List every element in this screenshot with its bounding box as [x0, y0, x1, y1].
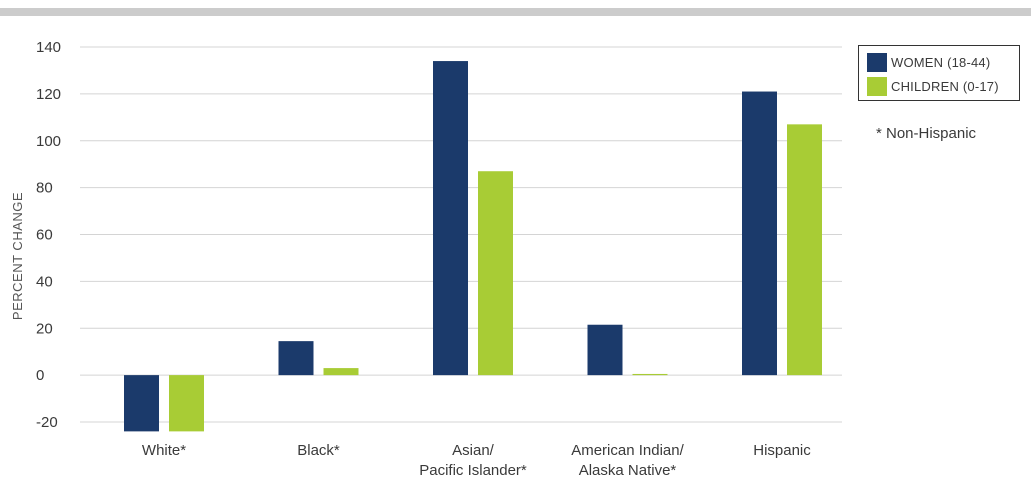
legend-item-women: WOMEN (18-44) — [867, 52, 990, 72]
category-label-line: Black* — [297, 442, 340, 459]
top-rule — [0, 8, 1031, 16]
legend-item-children: CHILDREN (0-17) — [867, 76, 999, 96]
category-label: Hispanic — [753, 442, 811, 459]
legend-swatch-children — [867, 76, 887, 96]
y-tick-label: 60 — [36, 227, 53, 244]
bar-women — [278, 341, 314, 376]
category-label-line: Pacific Islander* — [419, 462, 527, 479]
y-tick-label: 80 — [36, 180, 53, 197]
category-label-line: American Indian/ — [571, 442, 684, 459]
y-tick-labels: -20 0 20 40 60 80 100 120 140 — [36, 39, 61, 431]
bar-women — [124, 375, 159, 432]
category-label-line: Asian/ — [452, 442, 495, 459]
category-label: Black* — [297, 442, 340, 459]
category-label-line: Alaska Native* — [579, 462, 677, 479]
bar-children — [787, 124, 822, 376]
category-labels: White* Black* Asian/Pacific Islander* Ameri… — [142, 442, 811, 479]
y-tick-label: 40 — [36, 273, 53, 290]
bar-children — [478, 171, 513, 376]
legend-swatch-women — [867, 52, 887, 72]
category-label: White* — [142, 442, 186, 459]
bars — [124, 61, 822, 432]
y-tick-label: 140 — [36, 39, 61, 56]
gridlines — [80, 46, 842, 423]
y-tick-label: 120 — [36, 86, 61, 103]
category-label-line: White* — [142, 442, 186, 459]
y-tick-label: -20 — [36, 414, 58, 431]
category-label: Asian/Pacific Islander* — [419, 442, 527, 479]
category-label-line: Hispanic — [753, 442, 811, 459]
legend-label-women: WOMEN (18-44) — [891, 54, 991, 70]
bar-children — [169, 375, 204, 432]
legend-label-children: CHILDREN (0-17) — [891, 78, 999, 94]
bar-women — [433, 61, 468, 376]
bar-women — [742, 91, 777, 376]
category-label: American Indian/Alaska Native* — [571, 442, 684, 479]
legend: WOMEN (18-44) CHILDREN (0-17) — [858, 45, 1020, 101]
y-tick-label: 100 — [36, 133, 61, 150]
y-tick-label: 20 — [36, 320, 53, 337]
y-tick-label: 0 — [36, 367, 44, 384]
bar-children — [323, 368, 359, 376]
y-axis-title: PERCENT CHANGE — [10, 192, 25, 320]
bar-women — [587, 324, 623, 376]
bar-children — [632, 373, 668, 376]
footnote: * Non-Hispanic — [876, 125, 977, 142]
